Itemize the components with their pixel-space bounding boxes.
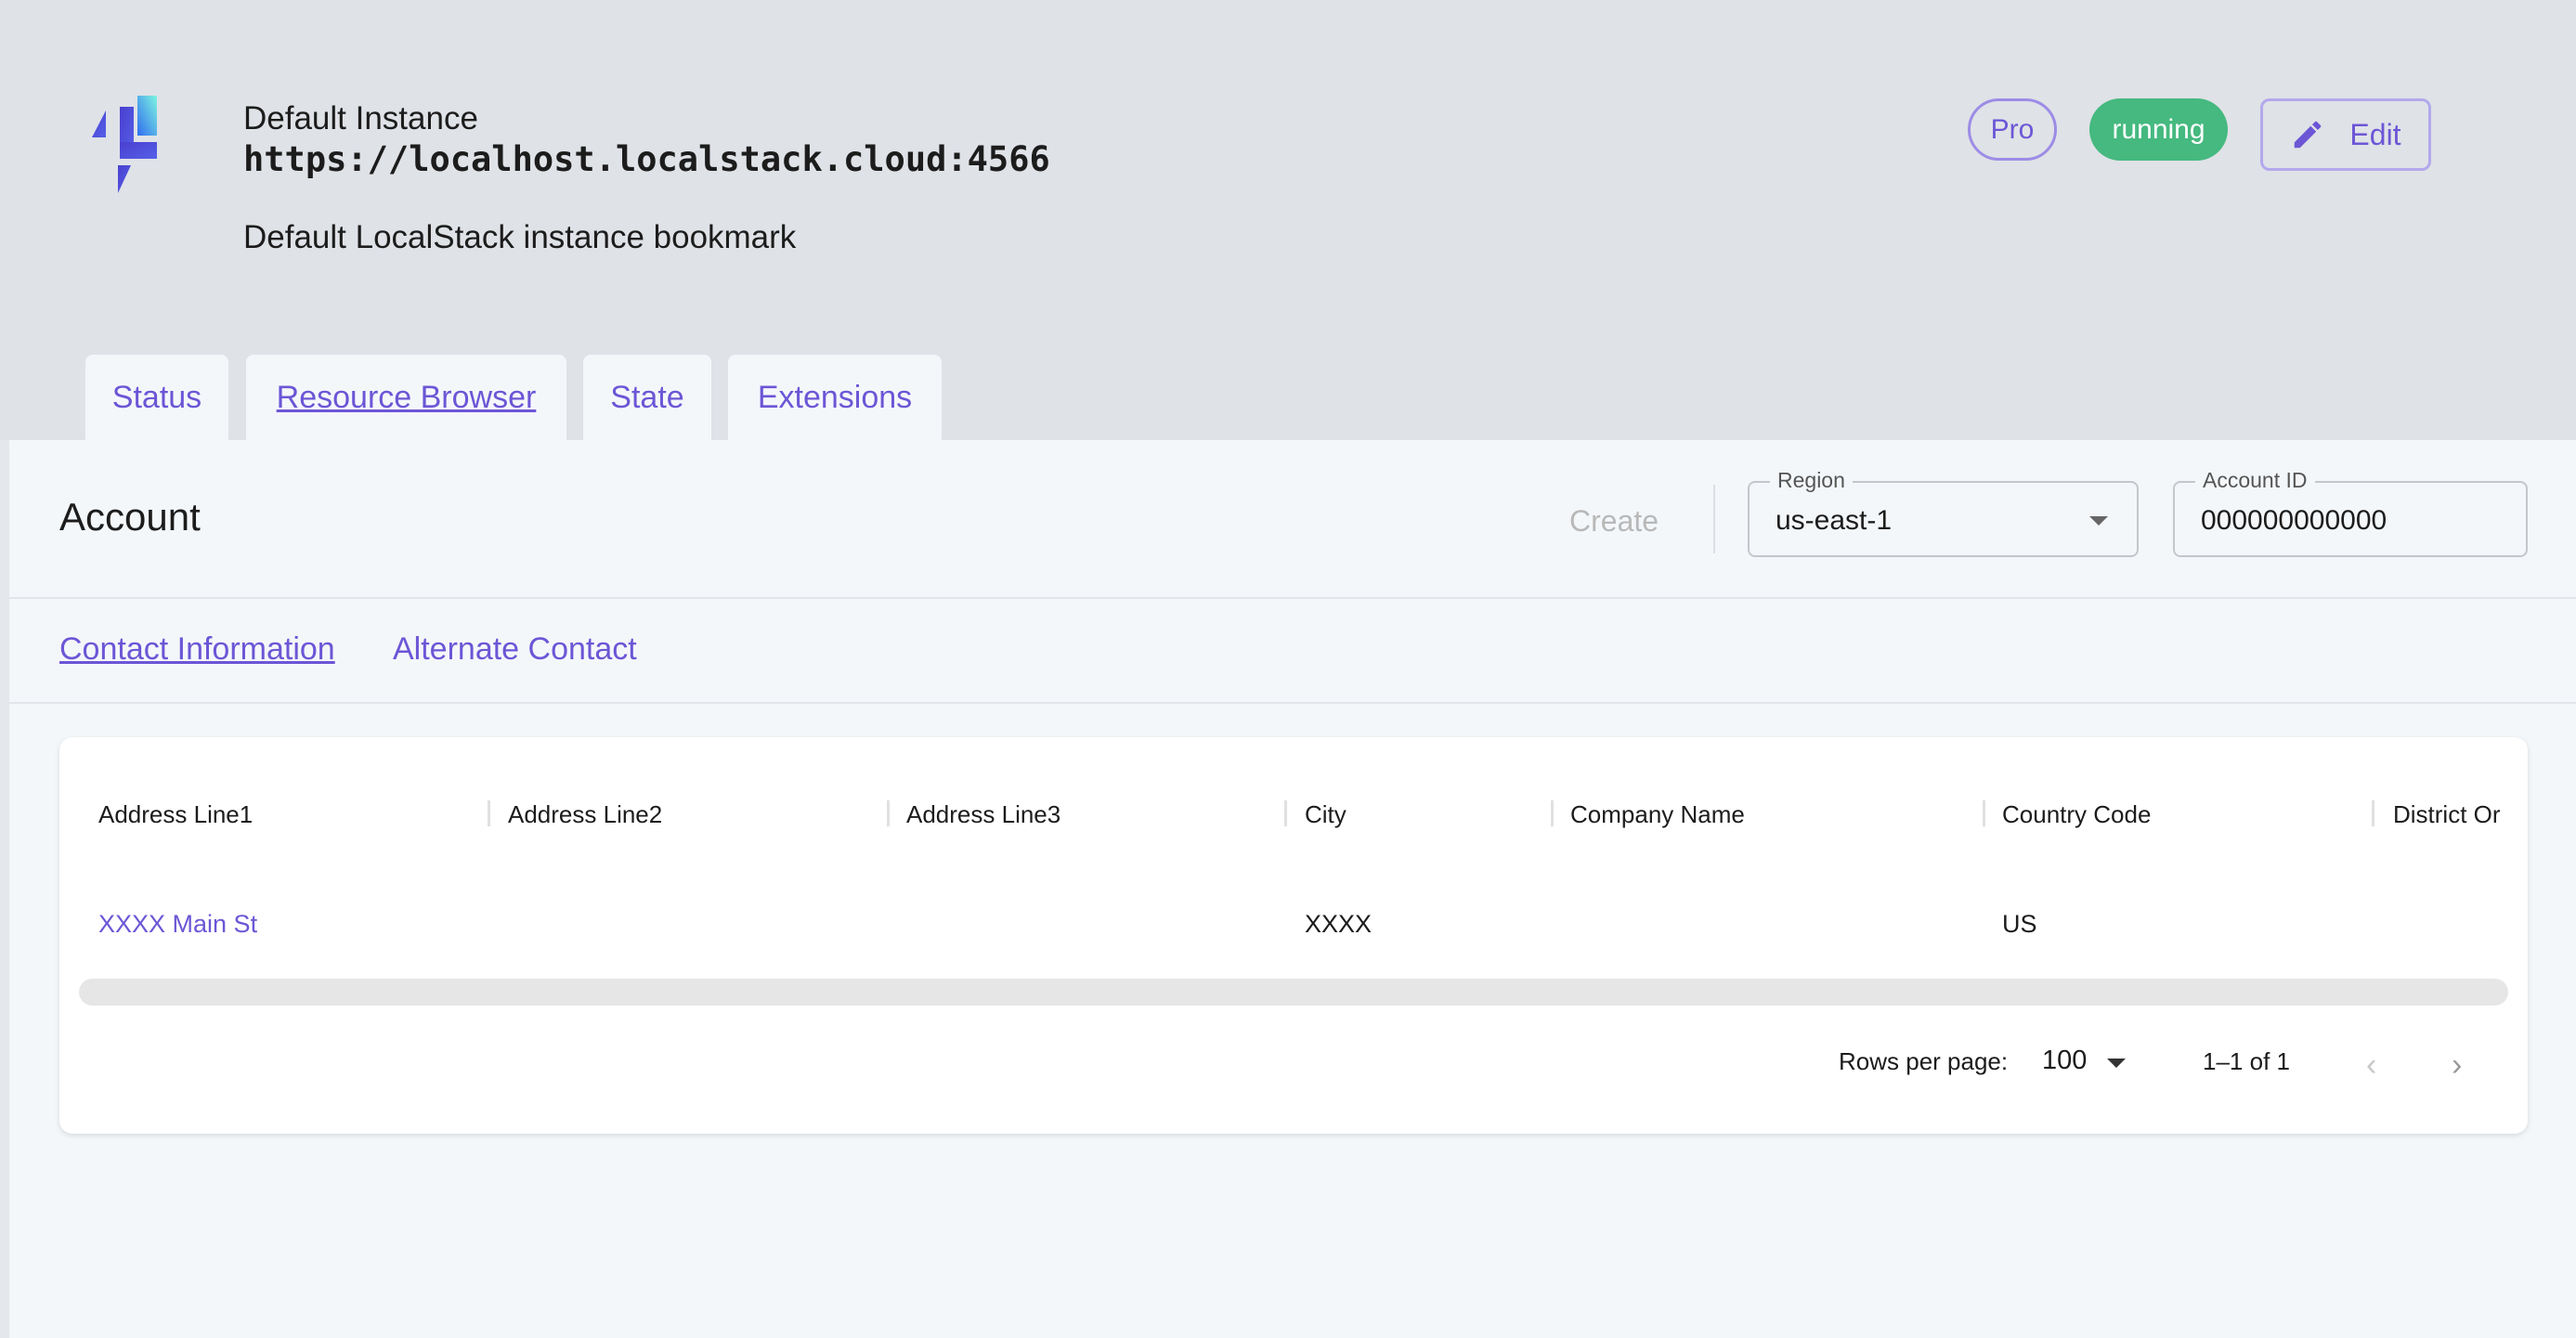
- cell-country-code: US: [2002, 910, 2037, 938]
- localstack-logo-icon: [92, 96, 157, 193]
- tab-label: Status: [111, 379, 202, 415]
- rows-per-page-label: Rows per page:: [1839, 1047, 2009, 1075]
- previous-page-icon[interactable]: ‹: [2366, 1047, 2377, 1083]
- column-header[interactable]: Address Line2: [508, 800, 663, 828]
- plan-badge: Pro: [1968, 98, 2057, 161]
- region-label: Region: [1770, 468, 1853, 493]
- column-header[interactable]: Address Line1: [98, 800, 254, 828]
- instance-name: Default Instance: [243, 100, 478, 136]
- tab-label: Extensions: [757, 379, 913, 415]
- edit-button[interactable]: Edit: [2260, 98, 2431, 171]
- instance-description: Default LocalStack instance bookmark: [243, 219, 797, 255]
- column-header[interactable]: Address Line3: [906, 800, 1061, 828]
- dropdown-caret-icon: [2089, 516, 2108, 526]
- region-value: us-east-1: [1776, 505, 1893, 536]
- column-header[interactable]: City: [1305, 800, 1347, 828]
- divider: [9, 597, 2576, 599]
- cell-address-line1-link[interactable]: XXXX Main St: [98, 910, 258, 938]
- subtab-contact-information[interactable]: Contact Information: [59, 631, 335, 667]
- column-separator[interactable]: [1983, 800, 1985, 826]
- column-header[interactable]: District Or: [2393, 800, 2501, 828]
- toolbar-divider: [1713, 485, 1715, 553]
- column-separator[interactable]: [2372, 800, 2374, 826]
- tab-status[interactable]: Status: [85, 355, 228, 440]
- next-page-icon[interactable]: ›: [2452, 1047, 2463, 1083]
- tab-extensions[interactable]: Extensions: [728, 355, 942, 440]
- tab-state[interactable]: State: [583, 355, 711, 440]
- edit-label: Edit: [2349, 117, 2401, 151]
- pencil-icon: [2295, 121, 2322, 149]
- status-badge: running: [2089, 98, 2228, 161]
- rows-per-page-select[interactable]: 100: [2042, 1046, 2088, 1075]
- tab-label: State: [610, 379, 684, 415]
- horizontal-scrollbar[interactable]: [79, 979, 2508, 1006]
- tab-label: Resource Browser: [276, 379, 537, 415]
- column-header[interactable]: Company Name: [1570, 800, 1745, 828]
- rows-per-page-caret-icon[interactable]: [2107, 1059, 2126, 1068]
- column-separator[interactable]: [887, 800, 890, 826]
- left-border: [0, 440, 9, 1338]
- subtab-alternate-contact[interactable]: Alternate Contact: [393, 631, 637, 667]
- column-separator[interactable]: [488, 800, 490, 826]
- page-title: Account: [59, 495, 201, 539]
- pagination-range: 1–1 of 1: [2203, 1047, 2290, 1075]
- cell-city: XXXX: [1305, 910, 1373, 938]
- divider: [9, 702, 2576, 704]
- region-select[interactable]: Region us-east-1: [1748, 468, 2139, 557]
- account-id-label: Account ID: [2195, 468, 2315, 493]
- create-button[interactable]: Create: [1569, 504, 1659, 538]
- account-id-value: 000000000000: [2201, 505, 2387, 536]
- table-card: [59, 737, 2528, 1134]
- account-id-field[interactable]: Account ID 000000000000: [2173, 468, 2528, 557]
- column-separator[interactable]: [1551, 800, 1554, 826]
- column-header[interactable]: Country Code: [2002, 800, 2152, 828]
- tab-resource-browser[interactable]: Resource Browser: [246, 355, 566, 440]
- column-separator[interactable]: [1284, 800, 1287, 826]
- instance-url: https://localhost.localstack.cloud:4566: [243, 139, 1050, 179]
